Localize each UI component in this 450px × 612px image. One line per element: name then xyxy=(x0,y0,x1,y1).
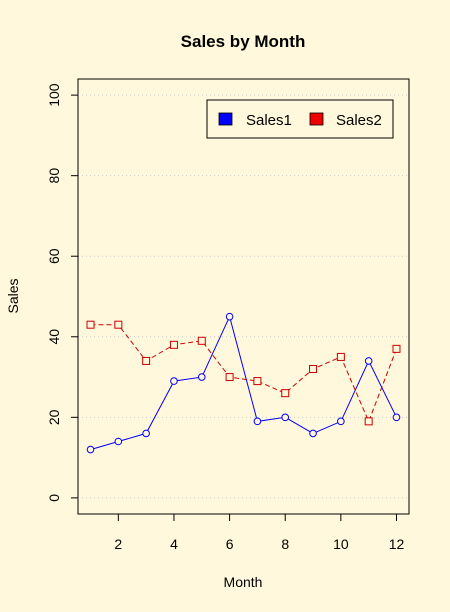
data-point-sales2 xyxy=(309,365,318,373)
y-tick-label: 100 xyxy=(46,83,62,107)
data-point-sales1 xyxy=(170,377,178,385)
x-tick-label: 8 xyxy=(281,536,289,552)
x-tick-label: 12 xyxy=(389,536,405,552)
x-tick-label: 4 xyxy=(170,536,178,552)
data-point-sales1 xyxy=(309,429,317,438)
data-point-sales2 xyxy=(281,389,290,398)
data-point-sales2 xyxy=(169,340,178,349)
y-tick-label: 20 xyxy=(46,409,62,425)
x-tick-label: 2 xyxy=(114,536,122,552)
legend-swatch-sales1 xyxy=(218,112,233,126)
plot-frame xyxy=(77,78,410,515)
data-point-sales1 xyxy=(337,417,345,426)
y-tick-label: 80 xyxy=(46,168,62,184)
chart-title: Sales by Month xyxy=(181,32,306,51)
x-tick-label: 6 xyxy=(226,536,234,552)
y-tick-label: 40 xyxy=(46,329,62,345)
data-point-sales2 xyxy=(364,417,373,426)
data-point-sales2 xyxy=(392,344,401,353)
data-point-sales2 xyxy=(197,336,206,345)
legend-label-sales2: Sales2 xyxy=(336,112,382,129)
legend-label-sales1: Sales1 xyxy=(246,112,292,129)
data-point-sales1 xyxy=(142,429,150,438)
data-point-sales2 xyxy=(225,373,234,382)
data-point-sales1 xyxy=(114,437,123,446)
data-point-sales2 xyxy=(86,320,95,329)
series-layer xyxy=(86,312,401,454)
x-axis-label: Month xyxy=(224,574,263,590)
data-point-sales1 xyxy=(225,312,234,321)
data-point-sales1 xyxy=(364,357,373,365)
data-point-sales1 xyxy=(253,417,262,426)
data-point-sales1 xyxy=(197,373,206,381)
data-point-sales1 xyxy=(281,413,290,422)
axes: 0 20 40 60 80 100 2 4 6 8 10 12 xyxy=(46,83,405,552)
data-point-sales1 xyxy=(86,445,95,454)
y-tick-label: 60 xyxy=(46,248,62,264)
data-point-sales1 xyxy=(392,413,401,422)
y-axis-label: Sales xyxy=(5,278,21,313)
legend: Sales1 Sales2 xyxy=(206,99,394,139)
data-point-sales2 xyxy=(142,356,151,365)
series-line-sales1 xyxy=(90,315,397,451)
y-tick-label: 0 xyxy=(46,494,62,502)
data-point-sales2 xyxy=(114,320,123,329)
data-point-sales2 xyxy=(336,352,345,361)
series-line-sales2 xyxy=(90,324,397,423)
x-tick-label: 10 xyxy=(333,536,349,552)
legend-swatch-sales2 xyxy=(309,112,324,126)
legend-box xyxy=(206,99,394,139)
grid xyxy=(78,94,409,499)
data-point-sales2 xyxy=(253,377,262,386)
